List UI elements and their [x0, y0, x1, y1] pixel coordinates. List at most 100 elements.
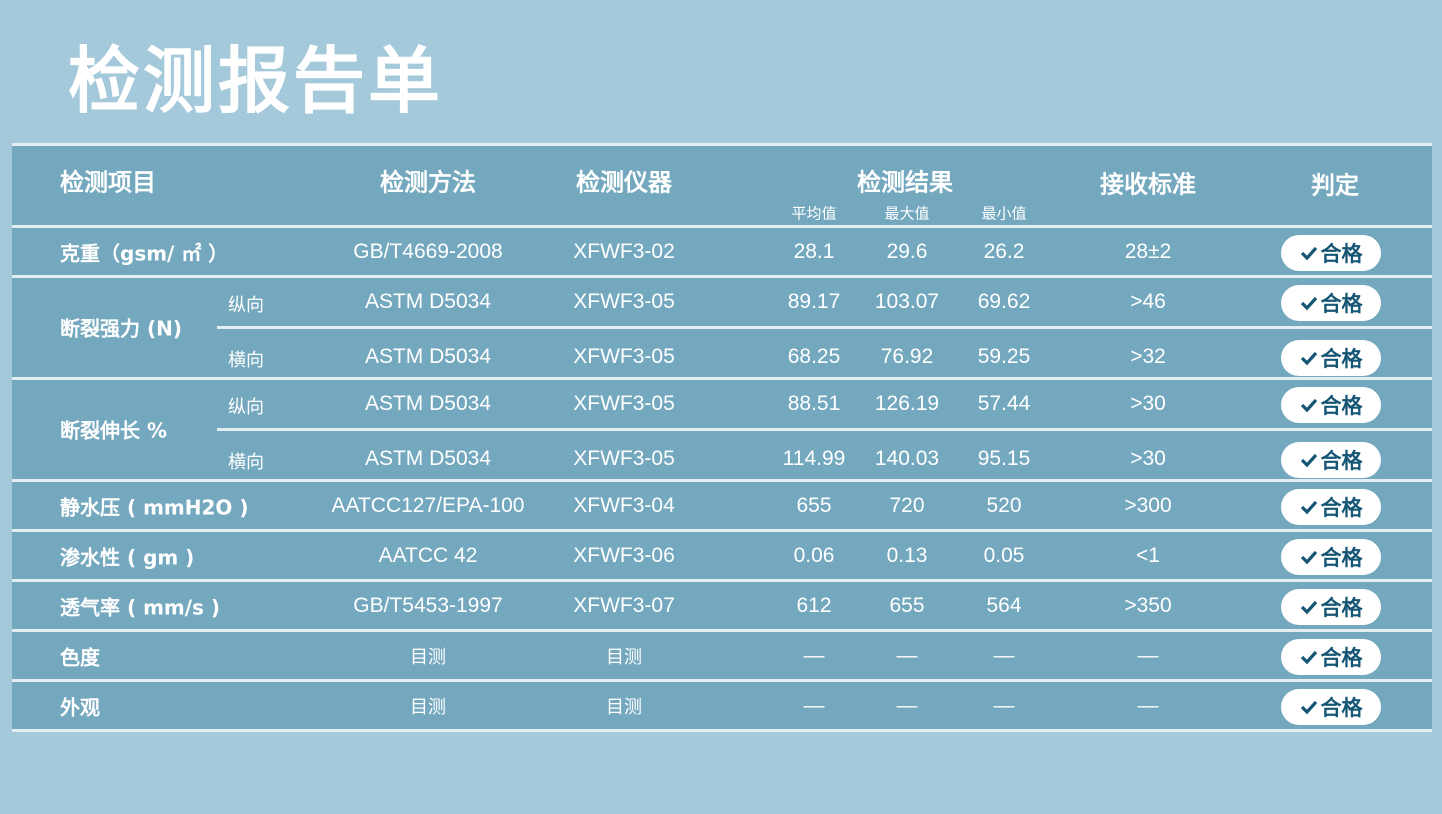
standard-cell: 28±2: [1124, 239, 1172, 263]
row-divider: [12, 579, 1432, 582]
row-divider: [12, 479, 1432, 482]
avg-cell: 612: [796, 593, 832, 617]
standard-cell: >300: [1124, 493, 1172, 517]
instrument-cell: 目测: [606, 646, 642, 668]
avg-cell: —: [803, 643, 825, 667]
check-icon: [1300, 246, 1317, 260]
avg-cell: 68.25: [787, 345, 841, 368]
row-divider: [12, 529, 1432, 532]
row-divider: [12, 225, 1432, 228]
row-divider: [12, 377, 1432, 380]
standard-cell: <1: [1136, 543, 1160, 567]
verdict-label: 合格: [1320, 695, 1363, 720]
verdict-badge: 合格: [1281, 538, 1381, 575]
row-divider: [12, 275, 1432, 278]
standard-cell: —: [1137, 693, 1159, 717]
check-icon: [1300, 296, 1317, 311]
min-cell: —: [993, 643, 1015, 667]
max-cell: 0.13: [886, 543, 928, 567]
instrument-cell: XFWF3-07: [573, 593, 675, 617]
header-min: 最小值: [981, 204, 1027, 223]
instrument-cell: XFWF3-06: [573, 543, 675, 567]
verdict-label: 合格: [1320, 449, 1363, 473]
verdict-label: 合格: [1320, 545, 1363, 570]
sub-item-label: 横向: [228, 350, 264, 371]
max-cell: 655: [889, 593, 925, 617]
verdict-badge: 合格: [1281, 285, 1381, 321]
min-cell: 57.44: [977, 392, 1031, 415]
method-cell: ASTM D5034: [364, 392, 492, 415]
item-label: 渗水性 ( gm ): [60, 545, 195, 569]
verdict-label: 合格: [1320, 394, 1363, 418]
avg-cell: 28.1: [793, 239, 835, 263]
item-label: 克重（gsm/ ㎡ ）: [60, 241, 229, 265]
max-cell: 29.6: [886, 239, 928, 263]
verdict-badge: 合格: [1281, 588, 1381, 625]
check-icon: [1300, 550, 1317, 564]
verdict-label: 合格: [1320, 347, 1363, 371]
verdict-badge: 合格: [1281, 488, 1381, 525]
item-label: 静水压 ( mmH2O ): [60, 495, 249, 519]
verdict-badge: 合格: [1281, 340, 1381, 376]
header-method: 检测方法: [380, 168, 476, 197]
avg-cell: 89.17: [787, 290, 841, 313]
max-cell: 103.07: [874, 290, 940, 313]
avg-cell: 114.99: [782, 447, 846, 470]
min-cell: 520: [986, 493, 1022, 517]
verdict-badge: 合格: [1281, 442, 1381, 478]
verdict-badge: 合格: [1281, 234, 1381, 271]
max-cell: 140.03: [874, 447, 940, 470]
max-cell: —: [896, 643, 918, 667]
avg-cell: —: [803, 693, 825, 717]
row-divider: [12, 629, 1432, 632]
avg-cell: 655: [796, 493, 832, 517]
verdict-badge: 合格: [1281, 688, 1381, 725]
standard-cell: >350: [1124, 593, 1172, 617]
min-cell: 26.2: [983, 239, 1025, 263]
min-cell: 95.15: [977, 447, 1031, 470]
item-label: 透气率 ( mm/s ): [60, 595, 221, 619]
method-cell: 目测: [410, 696, 446, 718]
sub-item-label: 纵向: [228, 295, 264, 316]
min-cell: 0.05: [983, 543, 1025, 567]
item-label: 断裂强力 (N): [60, 316, 182, 341]
sub-item-label: 横向: [228, 452, 264, 473]
row-divider: [12, 143, 1432, 146]
method-cell: ASTM D5034: [364, 447, 492, 470]
min-cell: 59.25: [977, 345, 1031, 368]
verdict-badge: 合格: [1281, 387, 1381, 423]
instrument-cell: XFWF3-04: [573, 493, 675, 517]
header-verdict: 判定: [1311, 171, 1359, 200]
standard-cell: >30: [1130, 447, 1166, 470]
min-cell: 69.62: [977, 290, 1031, 313]
max-cell: 720: [889, 493, 925, 517]
report-table: 检测项目 检测方法 检测仪器 检测结果 平均值 最大值 最小值 接收标准 判定 …: [12, 143, 1432, 732]
check-icon: [1300, 398, 1317, 413]
header-max: 最大值: [884, 204, 930, 223]
verdict-label: 合格: [1320, 292, 1363, 316]
max-cell: 76.92: [880, 345, 934, 368]
instrument-cell: XFWF3-05: [573, 345, 675, 368]
header-standard: 接收标准: [1100, 170, 1196, 199]
max-cell: 126.19: [874, 392, 940, 415]
min-cell: —: [993, 693, 1015, 717]
method-cell: GB/T5453-1997: [353, 593, 503, 617]
standard-cell: —: [1137, 643, 1159, 667]
standard-cell: >46: [1130, 290, 1166, 313]
check-icon: [1300, 600, 1317, 614]
check-icon: [1300, 650, 1317, 664]
header-item: 检测项目: [60, 168, 156, 197]
row-divider: [217, 326, 1432, 329]
instrument-cell: 目测: [606, 696, 642, 718]
method-cell: ASTM D5034: [364, 290, 492, 313]
header-instrument: 检测仪器: [576, 168, 672, 197]
check-icon: [1300, 500, 1317, 514]
instrument-cell: XFWF3-02: [573, 239, 675, 263]
verdict-badge: 合格: [1281, 638, 1381, 675]
method-cell: GB/T4669-2008: [353, 239, 503, 263]
method-cell: AATCC 42: [378, 543, 478, 567]
avg-cell: 0.06: [793, 543, 835, 567]
standard-cell: >30: [1130, 392, 1166, 415]
page-title: 检测报告单: [68, 39, 444, 123]
verdict-label: 合格: [1320, 495, 1363, 520]
